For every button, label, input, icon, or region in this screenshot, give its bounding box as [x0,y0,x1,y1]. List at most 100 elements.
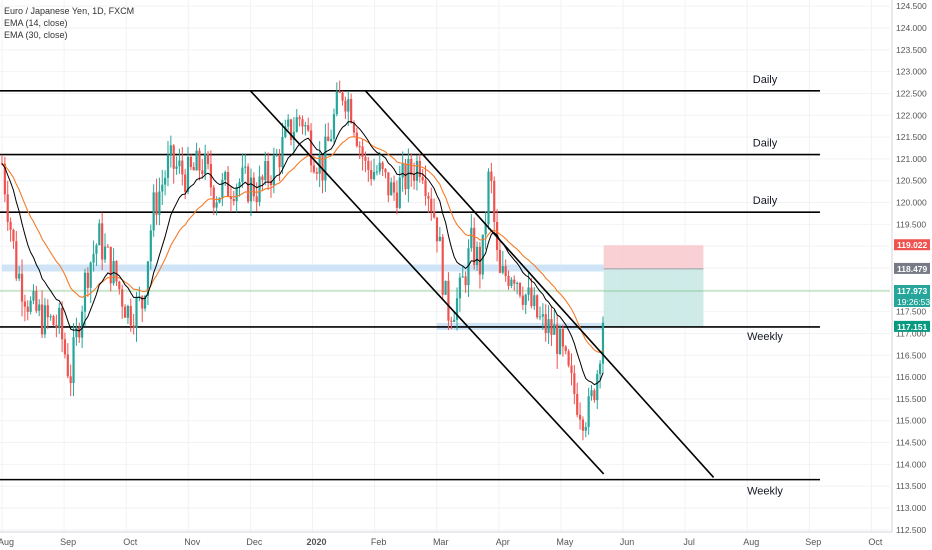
candle-body-11 [32,290,35,301]
x-tick-label-0: Aug [0,537,14,547]
candle-body-128 [367,160,370,170]
candle-body-152 [435,217,439,242]
candle-body-108 [309,130,313,166]
candle-body-205 [587,396,590,427]
candle-body-87 [249,177,253,202]
x-tick-label-2: Oct [123,537,138,547]
price-tag-label-2: 117.973 [897,286,928,296]
candle-body-176 [504,266,507,276]
level-label-2: Daily [753,195,778,207]
y-tick-label-10: 117.500 [896,307,926,317]
candle-body-136 [390,182,393,196]
candle-body-37 [106,246,109,248]
candle-body-88 [252,177,255,197]
candle-body-25 [72,337,75,384]
candle-body-166 [475,246,479,266]
candle-body-165 [473,227,476,266]
candle-body-164 [470,227,473,249]
candle-body-16 [46,305,49,318]
candle-body-186 [533,295,536,307]
candle-body-10 [29,300,32,312]
x-tick-label-7: Mar [433,537,449,547]
x-tick-label-1: Sep [60,537,76,547]
candle-body-120 [344,100,347,112]
candle-body-24 [69,376,72,384]
y-tick-label-2: 113.500 [896,481,926,491]
candle-body-159 [455,298,459,320]
candle-body-28 [81,311,84,338]
candle-body-207 [593,390,596,401]
candle-body-13 [38,304,41,311]
x-tick-label-9: May [556,537,574,547]
candle-body-103 [295,117,298,132]
candle-body-6 [18,273,21,279]
candle-body-43 [123,306,127,318]
candle-body-93 [267,161,270,182]
candle-body-33 [95,245,98,254]
candle-body-9 [26,306,29,312]
candle-body-34 [98,223,101,246]
candle-body-69 [198,150,201,171]
candles-layer [0,80,605,441]
candle-body-155 [444,280,447,295]
candle-body-154 [441,236,444,295]
candle-body-19 [55,324,58,328]
candle-body-42 [121,289,124,307]
candle-body-59 [169,145,172,155]
candle-body-185 [530,287,533,307]
candle-body-145 [415,160,419,181]
price-tag-label-3: 117.151 [897,322,928,332]
candle-body-174 [498,250,502,273]
y-tick-label-9: 117.000 [896,328,926,338]
candle-body-51 [146,261,150,296]
ema-layer [1,121,604,386]
candle-body-75 [215,202,218,208]
candle-body-65 [186,156,190,192]
candle-body-190 [544,314,547,333]
candle-body-141 [404,163,407,190]
candle-body-170 [487,171,490,225]
y-tick-label-1: 113.000 [896,503,926,513]
candle-body-41 [118,281,121,290]
candle-body-204 [584,426,587,431]
candle-body-26 [75,327,78,338]
candle-body-153 [438,236,441,242]
candle-body-100 [287,119,290,127]
candle-body-142 [407,158,410,190]
level-label-3: Weekly [747,331,783,343]
candle-body-30 [86,272,89,288]
candle-body-194 [556,324,559,355]
candle-body-189 [541,314,544,317]
candle-body-156 [447,280,450,321]
candle-body-15 [43,305,47,335]
candle-body-122 [350,99,353,123]
price-tag-bg-1 [894,262,930,274]
x-tick-label-5: 2020 [306,537,326,547]
candle-body-64 [184,174,187,192]
y-tick-label-8: 116.500 [896,350,926,360]
y-tick-label-17: 121.000 [896,154,927,164]
candle-body-197 [564,346,567,352]
candle-body-144 [412,174,416,181]
position-target-zone [603,268,704,327]
price-tag-bg-2 [894,284,930,307]
candle-body-182 [521,295,524,305]
candle-body-91 [261,176,264,181]
candle-body-157 [450,320,453,322]
candle-body-61 [175,166,178,169]
y-tick-label-19: 122.000 [896,110,927,120]
y-tick-label-23: 124.000 [896,23,927,33]
candle-body-54 [155,192,158,215]
price-tag-label-1: 118.479 [897,264,928,274]
candle-body-21 [60,307,64,340]
candle-body-23 [66,354,69,377]
x-tick-label-14: Oct [868,537,883,547]
candle-body-105 [301,119,304,127]
candle-body-130 [372,172,376,180]
candle-body-20 [58,307,61,328]
candle-body-46 [132,325,135,328]
candle-body-56 [161,184,164,192]
